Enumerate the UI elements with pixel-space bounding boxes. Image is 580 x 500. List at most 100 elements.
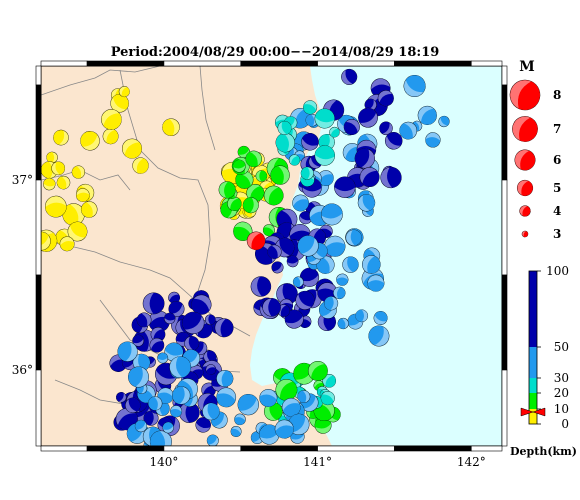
focal-mechanism <box>345 229 362 246</box>
focal-mechanism <box>438 115 450 128</box>
depth-marker-left <box>520 407 534 417</box>
magnitude-legend-label: 7 <box>553 122 561 136</box>
focal-mechanism <box>117 341 138 362</box>
focal-mechanism <box>128 366 149 388</box>
focal-mechanism <box>71 165 85 179</box>
magnitude-legend-label: 5 <box>553 181 561 195</box>
focal-mechanism <box>230 425 242 438</box>
focal-mechanism <box>172 386 191 405</box>
focal-mechanism <box>80 201 98 218</box>
focal-mechanism <box>43 177 56 191</box>
focal-mechanism <box>102 128 119 145</box>
focal-mechanism <box>267 244 282 259</box>
focal-mechanism <box>355 309 369 323</box>
focal-mechanism <box>275 379 298 401</box>
focal-mechanism <box>136 312 152 328</box>
focal-mechanism <box>134 419 148 433</box>
focal-mechanism <box>46 151 58 164</box>
focal-mechanism <box>341 68 358 85</box>
focal-mechanism <box>148 396 163 411</box>
focal-mechanism <box>314 108 335 129</box>
focal-mechanism <box>274 419 294 439</box>
focal-mechanism <box>270 165 290 185</box>
map-frame <box>35 60 508 452</box>
focal-mechanism <box>149 337 165 353</box>
map-area <box>41 66 502 446</box>
colorbar-tick-label: 30 <box>554 371 569 385</box>
focal-mechanism <box>164 312 176 325</box>
focal-mechanism <box>206 434 219 446</box>
focal-mechanism <box>288 154 301 166</box>
focal-mechanism <box>329 126 340 138</box>
focal-mechanism <box>324 296 339 311</box>
focal-mechanism <box>299 267 320 287</box>
focal-mechanism <box>336 273 349 286</box>
focal-mechanism <box>182 311 205 335</box>
focal-mechanism <box>271 261 284 274</box>
magnitude-legend-title: M <box>519 59 535 75</box>
focal-mechanism <box>368 325 390 347</box>
focal-mechanism <box>384 132 403 150</box>
focal-mechanism <box>259 389 278 407</box>
focal-mechanism <box>44 195 67 218</box>
focal-mechanisms <box>41 68 450 446</box>
focal-mechanism <box>359 167 380 188</box>
focal-mechanism <box>357 194 376 212</box>
colorbar-band <box>529 409 537 424</box>
focal-mechanism <box>53 129 69 146</box>
focal-mechanism <box>262 298 281 317</box>
lon-tick-label: 140° <box>149 455 178 469</box>
focal-mechanism <box>292 194 309 212</box>
focal-mechanism <box>425 132 441 148</box>
highlight-focal-mechanism <box>246 231 266 251</box>
focal-mechanism <box>132 334 145 347</box>
focal-mechanism <box>307 360 328 381</box>
focal-mechanism <box>399 121 418 140</box>
focal-mechanism <box>255 170 268 182</box>
focal-mechanism <box>233 221 253 241</box>
focal-mechanism <box>125 397 141 414</box>
focal-mechanism <box>379 121 393 136</box>
focal-mechanism <box>286 255 299 268</box>
lon-tick-label: 142° <box>457 455 486 469</box>
focal-mechanism <box>313 380 325 391</box>
magnitude-legend-ball <box>516 179 534 197</box>
focal-mechanism <box>132 157 149 174</box>
focal-mechanism <box>62 203 85 226</box>
focal-mechanism <box>148 310 170 333</box>
lat-tick-label: 37° <box>12 173 33 187</box>
focal-mechanism <box>178 402 200 423</box>
magnitude-legend-ball <box>514 149 536 171</box>
focal-mechanism <box>299 211 313 225</box>
magnitude-legend-ball <box>509 79 541 111</box>
focal-mechanism <box>170 405 183 418</box>
focal-mechanism <box>214 318 234 338</box>
focal-mechanism <box>358 107 378 128</box>
focal-mechanism <box>204 314 216 326</box>
focal-mechanism <box>234 413 246 426</box>
magnitude-legend-ball <box>521 230 529 238</box>
focal-mechanism <box>202 402 220 421</box>
colorbar-tick-label: 50 <box>554 340 569 354</box>
colorbar-tick-label: 0 <box>561 417 569 431</box>
focal-mechanism <box>320 391 335 406</box>
focal-mechanism <box>216 369 234 388</box>
focal-mechanism <box>367 274 385 292</box>
focal-mechanism <box>292 276 304 288</box>
focal-mechanism <box>168 301 185 317</box>
focal-mechanism <box>157 352 169 364</box>
focal-mechanism <box>195 417 211 433</box>
focal-mechanism <box>191 294 212 315</box>
colorbar-band <box>529 347 537 378</box>
focal-mechanism <box>80 131 100 151</box>
focal-mechanism <box>245 150 262 168</box>
colorbar-title: Depth(km) <box>510 445 577 458</box>
focal-mechanism <box>342 256 359 273</box>
focal-mechanism <box>377 90 394 107</box>
prefecture-border <box>41 66 161 96</box>
focal-mechanism <box>362 255 381 274</box>
focal-mechanism <box>281 397 301 417</box>
focal-mechanism <box>250 276 272 297</box>
